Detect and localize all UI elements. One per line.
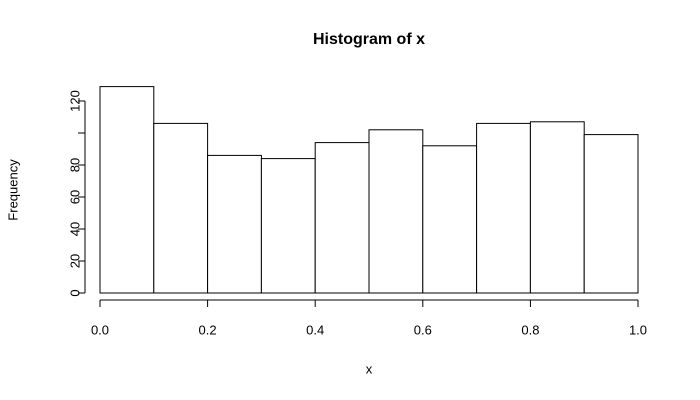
- bar: [529, 121, 585, 294]
- x-tick-label: 1.0: [629, 322, 647, 337]
- bar: [476, 122, 531, 294]
- bar: [368, 129, 424, 294]
- y-tick-label: 120: [67, 90, 82, 112]
- x-tick-label: 0.0: [91, 322, 109, 337]
- bar: [99, 86, 155, 294]
- bar: [207, 154, 262, 294]
- x-tick-label: 0.4: [306, 322, 324, 337]
- y-axis-label: Frequency: [5, 159, 20, 221]
- y-tick-label: 40: [67, 222, 82, 236]
- bar: [260, 158, 316, 294]
- y-tick-label: 80: [67, 158, 82, 172]
- x-tick-label: 0.6: [414, 322, 432, 337]
- y-tick-label: 60: [67, 190, 82, 204]
- x-axis-label: x: [366, 361, 373, 376]
- chart-title: Histogram of x: [313, 31, 425, 48]
- bar: [153, 122, 209, 294]
- x-tick-label: 0.2: [199, 322, 217, 337]
- y-tick-label: 20: [67, 254, 82, 268]
- x-tick-label: 0.8: [521, 322, 539, 337]
- bar: [583, 134, 639, 294]
- bar: [314, 142, 370, 294]
- y-tick-label: 0: [67, 289, 82, 296]
- bar: [422, 145, 478, 294]
